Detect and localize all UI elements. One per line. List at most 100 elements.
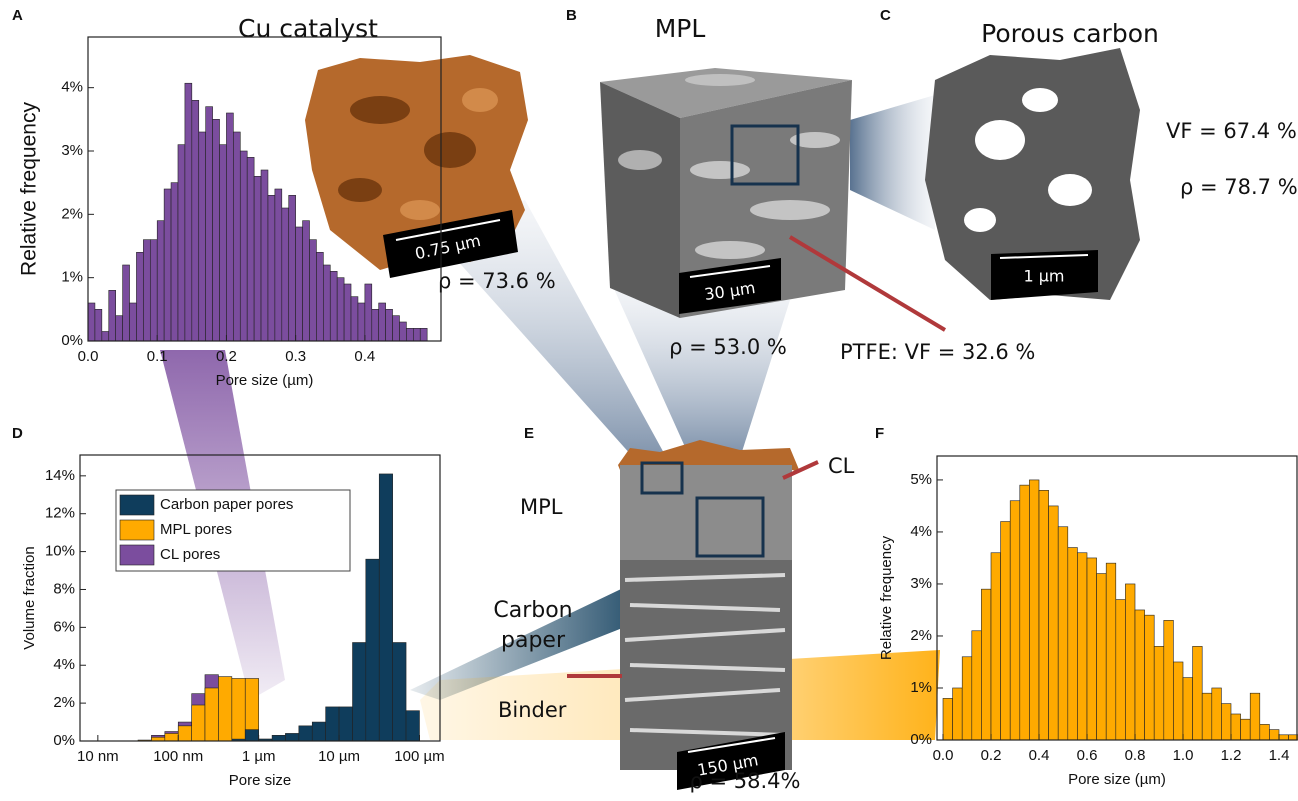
y-tick-label: 4% bbox=[53, 656, 75, 673]
x-tick-label: 1.0 bbox=[1173, 747, 1194, 764]
bar bbox=[123, 265, 130, 341]
bar bbox=[150, 240, 157, 341]
x-tick-label: 0.0 bbox=[78, 348, 99, 365]
bar bbox=[309, 240, 316, 341]
x-tick-label: 0.1 bbox=[147, 348, 168, 365]
y-tick-label: 4% bbox=[910, 523, 932, 540]
x-tick-label: 1.4 bbox=[1269, 747, 1290, 764]
bar bbox=[1154, 646, 1164, 740]
bar bbox=[192, 100, 199, 341]
bar bbox=[1202, 693, 1212, 740]
bar bbox=[1193, 646, 1203, 740]
x-tick-label: 0.6 bbox=[1077, 747, 1098, 764]
bar bbox=[344, 284, 351, 341]
bar bbox=[1029, 480, 1039, 740]
y-tick-label: 2% bbox=[910, 627, 932, 644]
annotation: Carbon paper bbox=[488, 596, 578, 656]
bar bbox=[1039, 490, 1049, 740]
y-tick-label: 14% bbox=[45, 467, 75, 484]
y-tick-label: 10% bbox=[45, 543, 75, 560]
bar bbox=[185, 83, 192, 341]
bar bbox=[247, 157, 254, 341]
bar bbox=[1097, 574, 1107, 740]
legend-swatch bbox=[120, 520, 154, 540]
annotation: ρ = 78.7 % bbox=[1180, 175, 1298, 199]
annotation: MPL bbox=[520, 495, 563, 519]
y-tick-label: 5% bbox=[910, 471, 932, 488]
bar bbox=[1001, 522, 1011, 740]
y-tick-label: 3% bbox=[61, 142, 83, 159]
bar bbox=[233, 132, 240, 341]
bar bbox=[406, 711, 419, 741]
bar bbox=[1049, 506, 1059, 740]
bar bbox=[165, 733, 178, 741]
bar bbox=[351, 297, 358, 341]
bar bbox=[358, 303, 365, 341]
x-tick-label: 100 nm bbox=[153, 748, 203, 765]
bar bbox=[1106, 563, 1116, 740]
legend-swatch bbox=[120, 545, 154, 565]
bar bbox=[1125, 584, 1135, 740]
bar bbox=[1260, 724, 1270, 740]
bar bbox=[199, 132, 206, 341]
bar bbox=[205, 688, 218, 741]
bar bbox=[1010, 501, 1020, 740]
bar bbox=[393, 316, 400, 341]
bar bbox=[116, 316, 123, 341]
bar bbox=[213, 119, 220, 341]
x-tick-label: 10 µm bbox=[318, 748, 360, 765]
bar bbox=[943, 698, 953, 740]
y-tick-label: 2% bbox=[61, 205, 83, 222]
bar bbox=[1183, 678, 1193, 740]
bar bbox=[1250, 693, 1260, 740]
bar bbox=[245, 730, 258, 741]
x-tick-label: 1.2 bbox=[1221, 747, 1242, 764]
y-tick-label: 4% bbox=[61, 79, 83, 96]
bar bbox=[171, 183, 178, 341]
annotation: CL bbox=[828, 454, 855, 478]
bar bbox=[379, 303, 386, 341]
y-tick-label: 0% bbox=[53, 732, 75, 749]
bar bbox=[88, 303, 95, 341]
figure-canvas: A B C D E F Cu catalyst MPL Porous carbo… bbox=[0, 0, 1298, 801]
x-tick-label: 0.2 bbox=[216, 348, 237, 365]
y-axis-label: Relative frequency bbox=[878, 535, 895, 660]
scale-bar-label: 1 µm bbox=[1023, 267, 1064, 286]
bar bbox=[386, 309, 393, 341]
y-tick-label: 1% bbox=[910, 679, 932, 696]
bar bbox=[178, 726, 191, 741]
bar bbox=[1231, 714, 1241, 740]
bar bbox=[1145, 615, 1155, 740]
panel-letter: A bbox=[12, 7, 23, 24]
bar bbox=[1135, 610, 1145, 740]
annotation: PTFE: VF = 32.6 % bbox=[840, 340, 1035, 364]
bar bbox=[261, 170, 268, 341]
bar bbox=[95, 309, 102, 341]
legend-label: MPL pores bbox=[160, 521, 232, 538]
bar bbox=[379, 474, 392, 741]
legend-label: Carbon paper pores bbox=[160, 496, 293, 513]
x-axis-label: Pore size (µm) bbox=[1068, 771, 1166, 788]
bar bbox=[240, 151, 247, 341]
bar bbox=[226, 113, 233, 341]
bar bbox=[192, 705, 205, 741]
x-tick-label: 0.4 bbox=[354, 348, 375, 365]
bar bbox=[316, 252, 323, 341]
panel-letter: C bbox=[880, 7, 891, 24]
bar bbox=[953, 688, 963, 740]
bar bbox=[1173, 662, 1183, 740]
panel-title: Porous carbon bbox=[981, 19, 1159, 48]
bar bbox=[218, 677, 231, 741]
bar bbox=[330, 271, 337, 341]
porous-carbon-render bbox=[925, 48, 1140, 300]
bar bbox=[337, 278, 344, 341]
bar bbox=[1068, 548, 1078, 740]
x-tick-label: 0.4 bbox=[1029, 747, 1050, 764]
bar bbox=[157, 221, 164, 341]
bar bbox=[268, 195, 275, 341]
bar bbox=[312, 722, 325, 741]
x-tick-label: 0.3 bbox=[285, 348, 306, 365]
bar bbox=[393, 643, 406, 741]
bar bbox=[303, 221, 310, 341]
